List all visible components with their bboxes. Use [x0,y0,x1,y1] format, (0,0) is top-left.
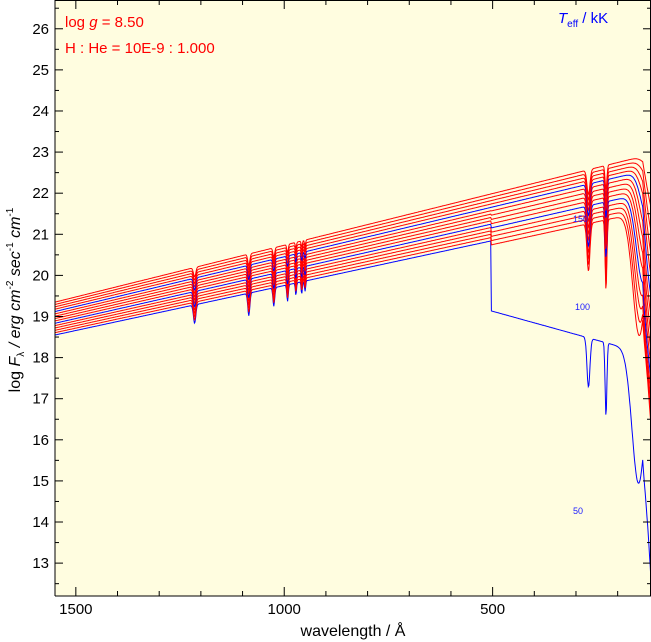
x-tick-label: 1500 [59,601,92,618]
y-tick-label: 20 [32,267,49,284]
y-tick-label: 16 [32,432,49,449]
spectrum-curves [54,158,651,578]
spectrum-line-teff-180 [54,162,651,305]
y-tick-label: 18 [32,350,49,367]
axis-ticks: 13 14 15 16 17 18 19 20 21 22 23 24 25 26 1500 1000 500 [32,0,651,618]
spectrum-line-teff-140 [54,178,651,315]
y-tick-label: 22 [32,185,49,202]
y-tick-label: 17 [32,391,49,408]
y-tick-label: 24 [32,103,49,120]
y-tick-label: 14 [32,514,49,531]
spectrum-line-teff-170 [54,166,651,308]
spectrum-line-teff-100 [54,198,651,378]
spectrum-line-teff-130 [54,183,651,333]
spectrum-line-teff-190 [54,158,651,303]
spectrum-line-teff-120 [54,188,651,350]
y-tick-label: 23 [32,144,49,161]
y-tick-label: 25 [32,62,49,79]
curve-label-50: 50 [573,506,583,516]
spectrum-line-teff-150 [54,174,651,312]
spectrum-line-teff-70 [54,212,651,414]
spectrum-line-teff-60 [54,217,651,426]
x-tick-label: 500 [480,601,505,618]
spectrum-line-teff-80 [54,207,651,403]
y-tick-label: 13 [32,555,49,572]
abundance-annotation: H : He = 10E-9 : 1.000 [65,40,215,57]
y-tick-label: 21 [32,226,49,243]
curve-label-100: 100 [575,302,590,312]
spectrum-line-teff-160 [54,170,651,310]
logg-annotation: log g = 8.50 [65,14,144,31]
spectrum-line-teff-90 [54,203,651,391]
curve-label-150: 150 [573,214,588,224]
x-axis-title: wavelength / Å [300,621,406,640]
y-tick-label: 26 [32,21,49,38]
teff-annotation: Teff / kK [558,10,608,30]
y-tick-label: 19 [32,308,49,325]
spectrum-line-teff-110 [54,193,651,365]
x-tick-label: 1000 [268,601,301,618]
y-axis-title: log Fλ / erg cm-2 sec-1 cm-1 [5,207,27,392]
spectrum-line-teff-50 [54,240,651,578]
y-tick-label: 15 [32,473,49,490]
